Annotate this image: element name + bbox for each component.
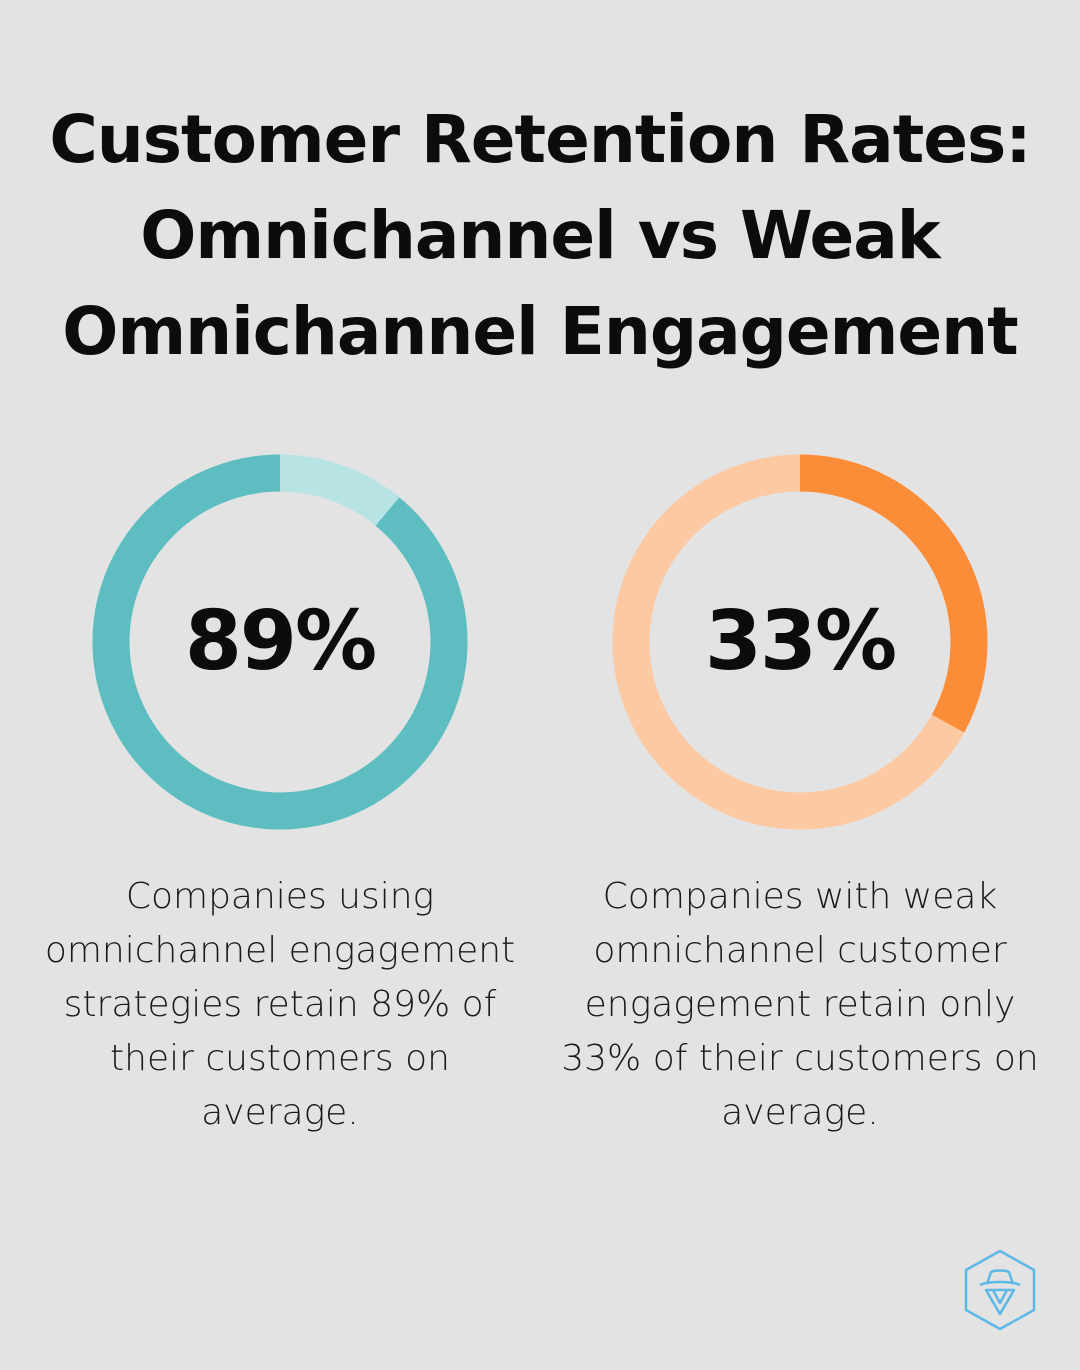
stat-omnichannel: 89% Companies using omnichannel engageme… bbox=[30, 452, 530, 1140]
donut-svg bbox=[92, 454, 468, 830]
title-line-1: Customer Retention Rates: bbox=[49, 101, 1031, 178]
stat-description: Companies with weak omnichannel customer… bbox=[550, 870, 1050, 1140]
description-line: Companies with weak bbox=[602, 876, 998, 917]
description-line: average. bbox=[201, 1092, 359, 1133]
title-line-3: Omnichannel Engagement bbox=[62, 293, 1018, 370]
donut-svg bbox=[612, 454, 988, 830]
description-line: 33% of their customers on bbox=[561, 1038, 1039, 1079]
donut-value-label: 89% bbox=[184, 594, 377, 689]
stat-weak-omnichannel: 33% Companies with weak omnichannel cust… bbox=[550, 452, 1050, 1140]
description-line: their customers on bbox=[110, 1038, 450, 1079]
description-line: omnichannel engagement bbox=[44, 930, 516, 971]
donut-value-label: 33% bbox=[704, 594, 897, 689]
donut-fill-arc bbox=[612, 454, 988, 830]
donut-fill-arc bbox=[92, 454, 468, 830]
logo-svg bbox=[964, 1249, 1036, 1331]
donut-chart-omnichannel: 89% bbox=[90, 452, 470, 832]
stat-description: Companies using omnichannel engagement s… bbox=[30, 870, 530, 1140]
description-line: engagement retain only bbox=[584, 984, 1016, 1025]
description-line: omnichannel customer bbox=[593, 930, 1007, 971]
description-line: Companies using bbox=[125, 876, 435, 917]
donut-chart-weak-omnichannel: 33% bbox=[610, 452, 990, 832]
description-line: average. bbox=[721, 1092, 879, 1133]
description-line: strategies retain 89% of bbox=[63, 984, 497, 1025]
page-title: Customer Retention Rates: Omnichannel vs… bbox=[40, 92, 1040, 380]
spy-hat-hexagon-icon bbox=[962, 1248, 1038, 1332]
title-line-2: Omnichannel vs Weak bbox=[140, 197, 940, 274]
